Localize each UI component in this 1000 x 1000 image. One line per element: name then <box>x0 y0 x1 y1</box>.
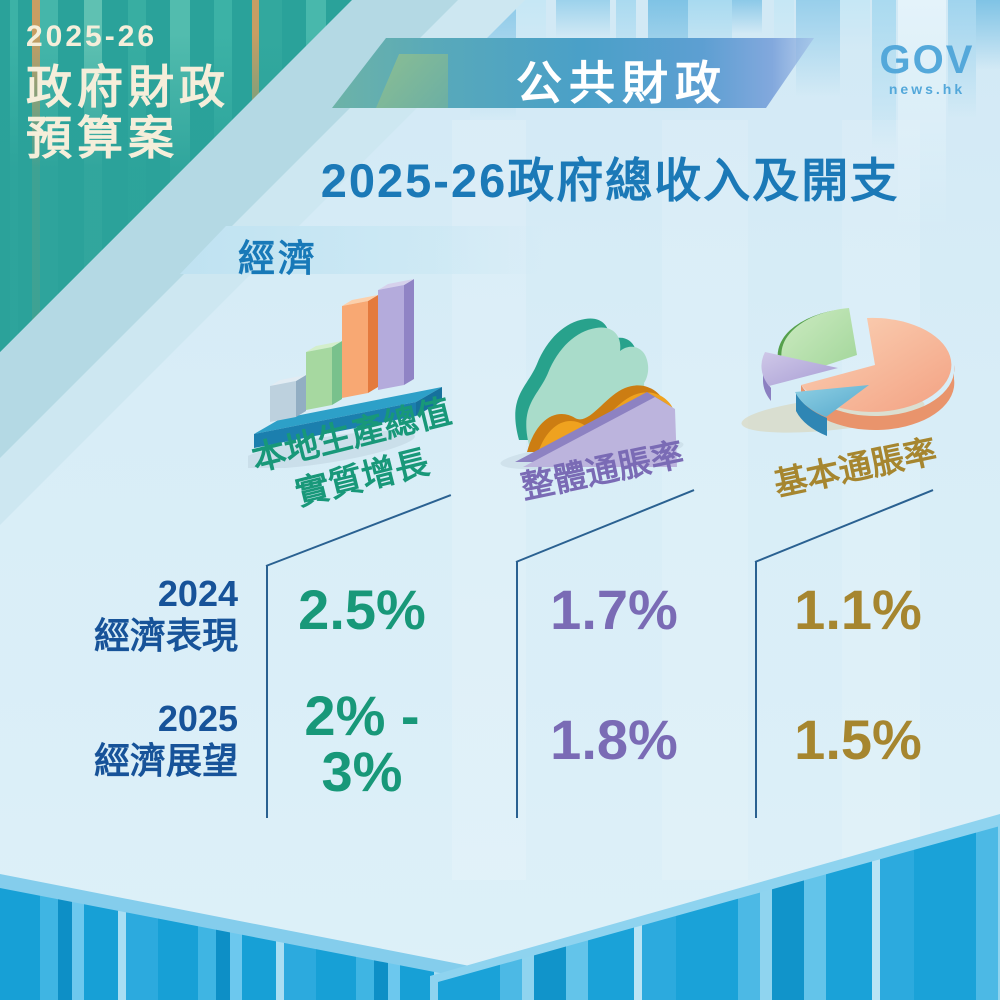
budget-brand-block: 2025-26 政府財政 預算案 <box>26 20 230 163</box>
inflation-pie-chart-icon <box>741 308 955 436</box>
page-title: 2025-26政府總收入及開支 <box>320 154 900 207</box>
value-2025-underlying: 1.5% <box>794 708 922 771</box>
section-label-economy: 經濟 <box>238 238 318 279</box>
inflation-area-chart-icon <box>500 318 684 470</box>
public-finance-banner: 公共財政 <box>332 38 814 108</box>
value-2025-gdp-line1: 2% - <box>304 684 420 747</box>
banner-title: 公共財政 <box>516 57 728 109</box>
row-caption-2025: 經濟展望 <box>93 739 238 781</box>
row-year-2025: 2025 <box>157 698 238 739</box>
value-2025-headline: 1.8% <box>550 708 678 771</box>
row-label-2025: 2025 經濟展望 <box>30 698 238 782</box>
divider-vertical-gdp <box>266 565 268 818</box>
row-label-2024: 2024 經濟表現 <box>30 573 238 657</box>
gov-news-logo: GOV news.hk <box>872 40 982 97</box>
gov-logo-domain: news.hk <box>888 81 966 97</box>
row-caption-2024: 經濟表現 <box>93 614 238 656</box>
value-2024-gdp: 2.5% <box>298 578 426 641</box>
bg-column-stripe <box>662 120 748 880</box>
value-2025-gdp: 2% - 3% <box>277 688 447 800</box>
stripe <box>948 0 976 118</box>
calculator-backdrop <box>376 54 448 108</box>
gov-logo-text: GOV <box>879 38 975 82</box>
value-2025-gdp-line2: 3% <box>321 740 403 803</box>
brand-title-line2: 預算案 <box>26 111 179 164</box>
gdp-bar-chart-icon <box>248 279 442 468</box>
stripe <box>976 0 1000 70</box>
brand-title-line1: 政府財政 <box>26 61 230 113</box>
section-band <box>180 226 552 274</box>
stripe <box>840 0 870 50</box>
brand-years: 2025-26 <box>26 20 158 53</box>
stripe <box>872 0 896 150</box>
divider-vertical-headline <box>516 561 518 818</box>
value-2024-headline: 1.7% <box>550 578 678 641</box>
stripe <box>732 0 762 34</box>
stripe <box>898 0 946 228</box>
stripe <box>556 0 610 38</box>
value-2024-underlying: 1.1% <box>794 578 922 641</box>
row-year-2024: 2024 <box>157 573 238 614</box>
divider-vertical-underlying <box>755 561 757 818</box>
